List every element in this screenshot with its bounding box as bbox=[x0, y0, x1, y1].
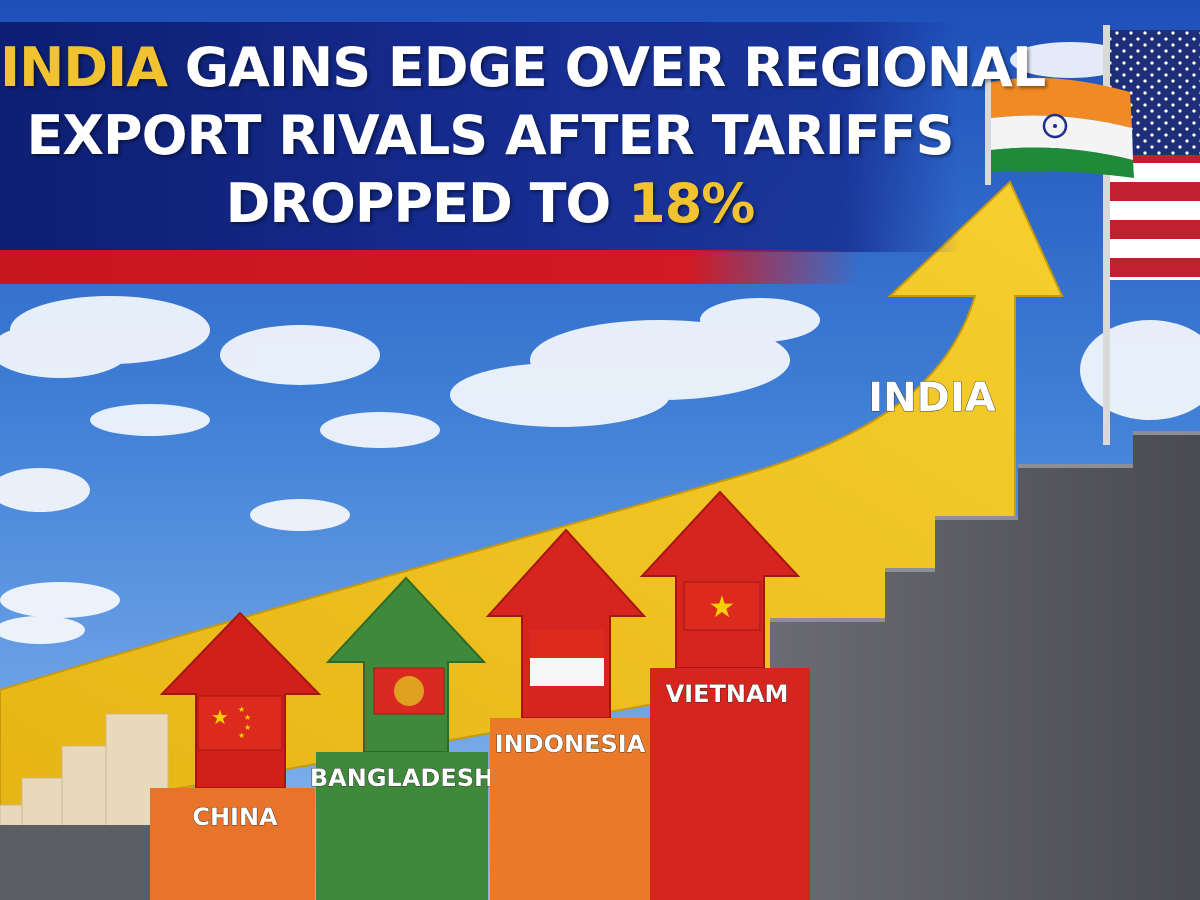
headline-line-2: EXPORT RIVALS AFTER TARIFFS bbox=[26, 104, 954, 167]
clouds bbox=[0, 42, 1200, 644]
headline-red-stripe bbox=[0, 250, 860, 284]
india-arrow-label: INDIA bbox=[868, 375, 995, 421]
indonesia-label: INDONESIA bbox=[495, 730, 646, 758]
headline-line-1-text: GAINS EDGE OVER REGIONAL bbox=[167, 36, 1047, 99]
left-gray-base bbox=[0, 825, 155, 900]
vietnam-label: VIETNAM bbox=[666, 680, 789, 708]
bangladesh-bar: BANGLADESH bbox=[309, 576, 495, 900]
indonesia-bar: INDONESIA bbox=[485, 528, 650, 900]
svg-text:★: ★ bbox=[238, 731, 245, 740]
headline-line-3: DROPPED TO 18% bbox=[0, 170, 980, 238]
india-flag-pole bbox=[985, 75, 991, 185]
bangladesh-label: BANGLADESH bbox=[310, 764, 494, 792]
headline-highlight-tariff: 18% bbox=[628, 172, 755, 235]
svg-text:★: ★ bbox=[244, 713, 251, 722]
vietnam-flag-icon: ★ bbox=[683, 581, 761, 631]
vietnam-bar: ★ VIETNAM bbox=[639, 490, 810, 900]
svg-text:★: ★ bbox=[211, 705, 229, 729]
india-flag-icon bbox=[991, 77, 1134, 178]
staircase-step-tops bbox=[770, 431, 1200, 622]
indonesia-flag-icon bbox=[530, 630, 604, 686]
gray-staircase bbox=[770, 433, 1200, 900]
headline-highlight-india: INDIA bbox=[0, 36, 168, 99]
usa-flag-pole bbox=[1103, 25, 1110, 445]
headline-banner bbox=[0, 22, 960, 252]
headline: INDIA GAINS EDGE OVER REGIONAL EXPORT RI… bbox=[0, 34, 1046, 238]
china-label: CHINA bbox=[192, 803, 278, 831]
china-flag-icon: ★ ★ ★ ★ ★ bbox=[197, 695, 283, 751]
svg-text:★: ★ bbox=[238, 705, 245, 714]
headline-line-3-text: DROPPED TO bbox=[225, 172, 629, 235]
bangladesh-flag-icon bbox=[373, 667, 445, 715]
china-bar: ★ ★ ★ ★ ★ CHINA bbox=[150, 611, 322, 900]
headline-line-1: INDIA GAINS EDGE OVER REGIONAL bbox=[0, 34, 1046, 102]
svg-text:★: ★ bbox=[244, 723, 251, 732]
svg-text:★: ★ bbox=[709, 590, 736, 625]
